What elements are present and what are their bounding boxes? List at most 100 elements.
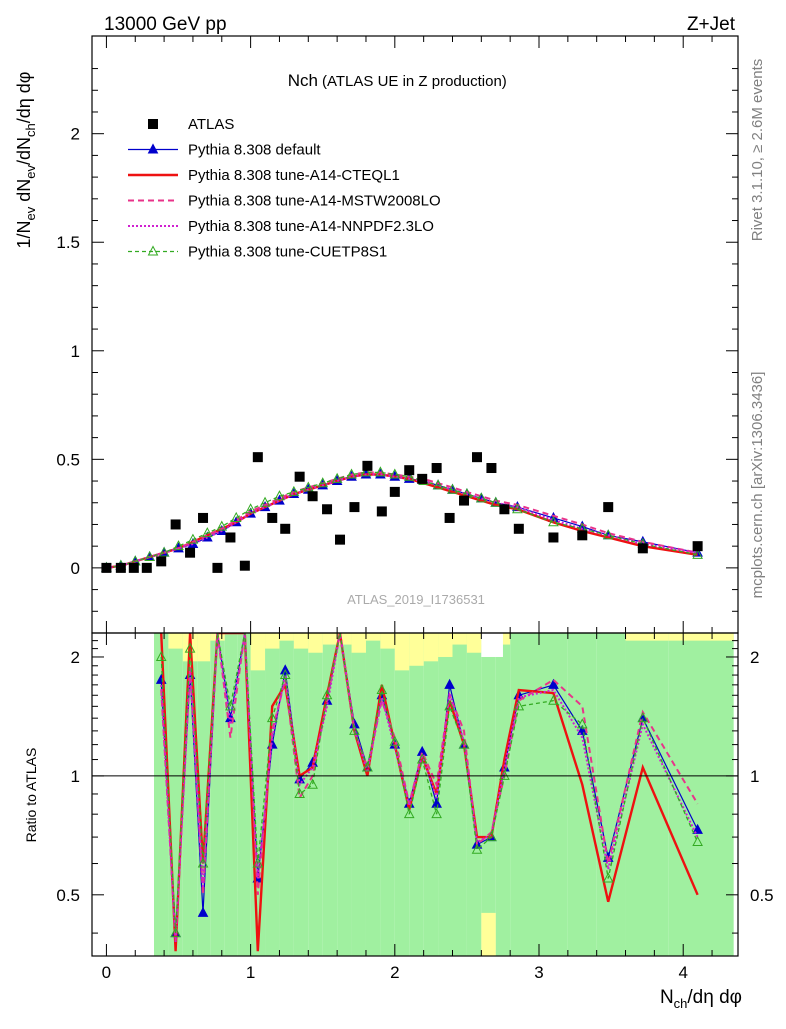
- ratio-marker-4: [486, 831, 497, 842]
- series-marker-4: [512, 503, 523, 514]
- atlas-data-point: [499, 504, 510, 515]
- ratio-line-4: [160, 633, 699, 934]
- ratio-marker-4: [307, 778, 318, 789]
- ratio-marker-4: [692, 835, 703, 847]
- ratio-marker-0: [692, 823, 703, 834]
- series-marker-4: [403, 470, 415, 481]
- ratio-stat-band: [466, 633, 482, 653]
- ratio-error-bands: [154, 633, 734, 956]
- ratio-frame: [91, 632, 739, 957]
- ratio-tick-label-left: 1: [71, 767, 80, 786]
- atlas-data-point: [389, 486, 400, 497]
- x-tick-label: 1: [246, 963, 255, 982]
- atlas-data-point: [294, 471, 305, 482]
- series-marker-4: [245, 503, 256, 514]
- axes-group: [91, 35, 739, 957]
- atlas-data-point: [239, 560, 250, 571]
- atlas-data-point: [692, 541, 703, 552]
- atlas-data-point: [472, 452, 483, 463]
- ratio-marker-4: [602, 872, 614, 883]
- series-marker-4: [360, 466, 372, 477]
- series-marker-4: [375, 466, 386, 477]
- ratio-marker-4: [499, 769, 510, 780]
- ratio-syst-band: [567, 633, 597, 956]
- ratio-marker-4: [184, 642, 196, 653]
- atlas-data-point: [603, 502, 614, 513]
- ratio-stat-band: [197, 633, 211, 662]
- ratio-stat-band: [351, 633, 366, 653]
- series-marker-4: [216, 520, 228, 531]
- ratio-stat-band: [409, 633, 424, 666]
- ratio-marker-4: [444, 700, 455, 711]
- ratio-stat-band: [365, 633, 381, 641]
- series-marker-4: [432, 479, 444, 490]
- atlas-data-point: [128, 562, 139, 573]
- ratio-tick-label-right: 0.5: [750, 886, 774, 905]
- x-tick-label: 3: [534, 963, 543, 982]
- ratio-marker-4: [513, 700, 525, 711]
- ratio-empty-band: [481, 633, 503, 657]
- ratio-marker-0: [576, 724, 588, 735]
- series-line-3: [106, 473, 698, 569]
- atlas-data-point: [513, 523, 524, 534]
- series-marker-4: [490, 496, 502, 507]
- ratio-stat-band: [481, 912, 496, 956]
- series-marker-4: [187, 533, 199, 544]
- ratio-marker-0: [197, 906, 209, 917]
- ratio-marker-4: [197, 857, 209, 868]
- ratio-syst-band: [168, 633, 183, 956]
- chart-title-main: Nch: [288, 71, 318, 90]
- ticks-group: 0 1 2 3 4 0 0.5 1 1.5 2 0.5 0.5 1 1 2 2: [56, 36, 774, 982]
- series-marker-4: [274, 490, 285, 501]
- ratio-marker-4: [576, 718, 588, 729]
- legend-marker-1: [147, 143, 159, 154]
- ratio-tick-label-left: 2: [71, 648, 80, 667]
- atlas-data-point: [577, 530, 588, 541]
- series-line-1: [106, 473, 698, 570]
- series-marker-4: [317, 477, 329, 488]
- legend: ATLAS Pythia 8.308 default Pythia 8.308 tu…: [128, 116, 441, 261]
- ratio-syst-band: [210, 633, 225, 956]
- y-tick-label: 1: [71, 342, 80, 361]
- ratio-marker-4: [458, 738, 470, 749]
- chart-title-sub: (ATLAS UE in Z production): [322, 73, 507, 90]
- series-line-0: [106, 473, 698, 569]
- ratio-syst-band: [452, 633, 467, 956]
- atlas-data-point: [349, 502, 360, 513]
- ratio-syst-band: [351, 633, 366, 956]
- atlas-data-point: [156, 556, 167, 567]
- ratio-marker-0: [444, 678, 455, 689]
- atlas-points-group: [101, 452, 703, 573]
- ratio-syst-band: [322, 633, 338, 956]
- ratio-marker-4: [225, 700, 236, 711]
- atlas-data-point: [486, 463, 497, 474]
- ratio-marker-4: [376, 683, 388, 694]
- x-axis-label: Nch/dη dφ: [660, 987, 742, 1011]
- x-tick-label: 4: [678, 963, 687, 982]
- ratio-lines: [155, 633, 703, 952]
- ratio-stat-band: [250, 633, 266, 671]
- atlas-data-point: [362, 460, 373, 471]
- atlas-data-point: [431, 463, 442, 474]
- ratio-stat-band: [438, 633, 453, 657]
- ratio-stat-band: [293, 633, 309, 649]
- legend-label-5: Pythia 8.308 tune-CUETP8S1: [188, 244, 387, 261]
- atlas-data-point: [252, 452, 263, 463]
- ratio-stat-band: [168, 633, 183, 649]
- ratio-stat-band: [380, 633, 395, 649]
- ratio-syst-band: [394, 633, 410, 956]
- atlas-data-point: [459, 495, 470, 506]
- atlas-data-point: [548, 532, 559, 543]
- series-marker-4: [259, 496, 271, 507]
- series-marker-4: [158, 546, 170, 557]
- series-marker-4: [346, 468, 357, 479]
- ratio-y-label: Ratio to ATLAS: [23, 748, 39, 843]
- ratio-syst-band: [625, 633, 669, 956]
- atlas-data-point: [322, 504, 333, 515]
- ratio-stat-band: [452, 633, 467, 645]
- y-tick-label: 0: [71, 559, 80, 578]
- atlas-data-point: [376, 506, 387, 517]
- ratio-syst-band: [308, 633, 323, 956]
- atlas-data-point: [444, 512, 455, 523]
